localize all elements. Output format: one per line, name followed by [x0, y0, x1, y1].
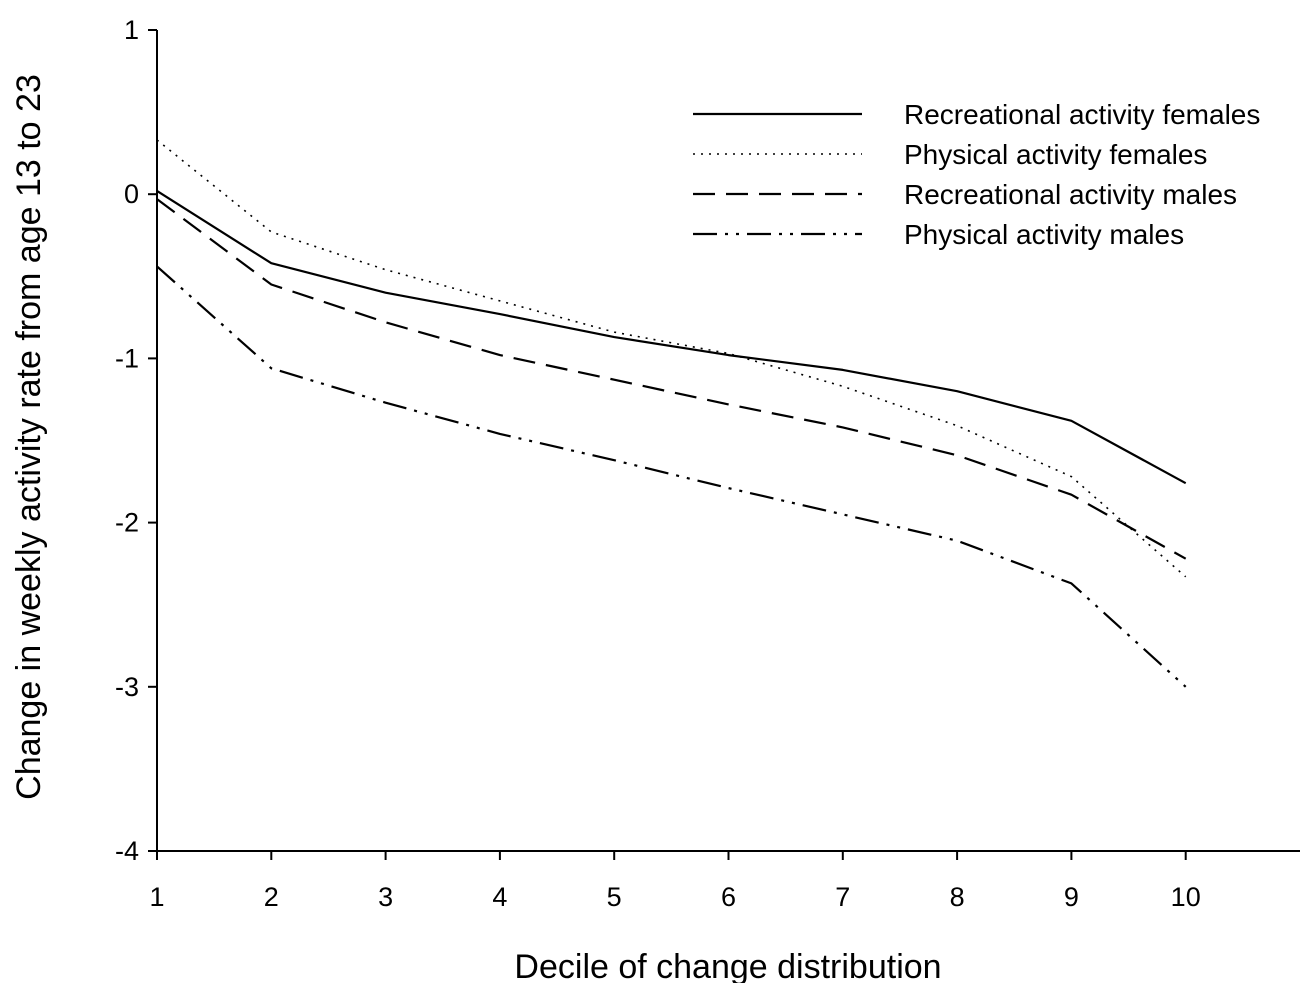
legend-label-physical-activity-males: Physical activity males [904, 219, 1184, 250]
y-tick-label: -4 [115, 836, 139, 866]
x-tick-label: 7 [835, 882, 850, 912]
x-tick-label: 3 [378, 882, 393, 912]
x-tick-label: 6 [721, 882, 736, 912]
x-axis-title: Decile of change distribution [514, 948, 941, 983]
series-line-recreational-activity-males [156, 198, 1187, 560]
legend-label-physical-activity-females: Physical activity females [904, 139, 1207, 170]
legend-label-recreational-activity-females: Recreational activity females [904, 99, 1260, 130]
axis-titles: Decile of change distribution Change in … [10, 74, 942, 983]
x-tick-label: 1 [149, 882, 164, 912]
y-tick-label: 1 [124, 15, 139, 45]
y-tick-label: -3 [115, 672, 139, 702]
y-tick-label: -1 [115, 343, 139, 373]
y-tick-label: -2 [115, 508, 139, 538]
x-tick-label: 9 [1064, 882, 1079, 912]
series-lines [156, 139, 1187, 688]
series-line-physical-activity-males [156, 265, 1187, 688]
y-tick-label: 0 [124, 179, 139, 209]
x-tick-label: 2 [264, 882, 279, 912]
series-line-recreational-activity-females [156, 189, 1187, 485]
x-tick-label: 8 [950, 882, 965, 912]
x-tick-label: 5 [607, 882, 622, 912]
axes: 10-1-2-3-41 2 3 4 5 6 7 8 9 10 [115, 15, 1300, 912]
legend: Recreational activity females Physical ac… [693, 99, 1260, 250]
x-tick-label: 4 [492, 882, 507, 912]
legend-label-recreational-activity-males: Recreational activity males [904, 179, 1237, 210]
x-tick-label: 10 [1171, 882, 1201, 912]
y-axis-title: Change in weekly activity rate from age … [10, 74, 48, 800]
